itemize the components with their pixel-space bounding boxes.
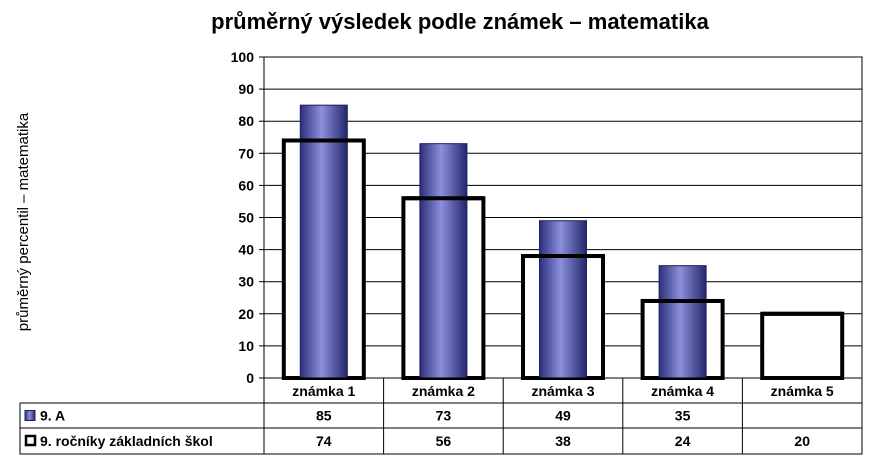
legend-entry: 9. A bbox=[40, 408, 65, 424]
y-tick-label: 40 bbox=[238, 242, 254, 258]
data-table: známka 1 známka 2 známka 3 známka 4 známka 5… bbox=[19, 377, 863, 455]
y-tick-label: 70 bbox=[238, 145, 254, 161]
legend-swatch-ground bbox=[24, 434, 37, 447]
y-tick-label: 30 bbox=[238, 274, 254, 290]
data-label: 20 bbox=[794, 433, 810, 449]
y-tick-label: 20 bbox=[238, 306, 254, 322]
bar-class-1 bbox=[299, 104, 348, 379]
y-ticks: 0 10 20 30 40 50 60 70 80 90 100 bbox=[231, 49, 264, 386]
data-label: 73 bbox=[436, 408, 452, 424]
y-tick-label: 90 bbox=[238, 81, 254, 97]
bar-class-4 bbox=[658, 265, 707, 379]
y-tick-label: 0 bbox=[246, 370, 254, 386]
bars bbox=[281, 104, 845, 380]
bar-class-3 bbox=[539, 220, 587, 379]
x-tick-label: známka 1 bbox=[292, 383, 355, 399]
legend-swatch-class bbox=[24, 410, 36, 421]
bar-ground-5 bbox=[760, 311, 845, 380]
chart-title: průměrný výsledek podle známek – matemat… bbox=[211, 9, 709, 34]
data-label: 49 bbox=[555, 408, 571, 424]
data-label: 38 bbox=[555, 433, 571, 449]
x-tick-label: známka 4 bbox=[651, 383, 714, 399]
data-label: 85 bbox=[316, 408, 332, 424]
bar-class-2 bbox=[419, 143, 468, 379]
y-tick-label: 80 bbox=[238, 113, 254, 129]
y-tick-label: 100 bbox=[231, 49, 255, 65]
y-tick-label: 60 bbox=[238, 177, 254, 193]
x-tick-label: známka 2 bbox=[412, 383, 475, 399]
y-tick-label: 50 bbox=[238, 210, 254, 226]
legend-entry: 9. ročníky základních škol bbox=[40, 433, 213, 449]
y-axis-label: průměrný percentil – matematika bbox=[15, 112, 32, 331]
y-tick-label: 10 bbox=[238, 338, 254, 354]
data-label: 74 bbox=[316, 433, 332, 449]
data-label: 35 bbox=[675, 408, 691, 424]
x-tick-label: známka 5 bbox=[771, 383, 834, 399]
data-label: 24 bbox=[675, 433, 691, 449]
data-label: 56 bbox=[436, 433, 452, 449]
x-tick-label: známka 3 bbox=[531, 383, 594, 399]
